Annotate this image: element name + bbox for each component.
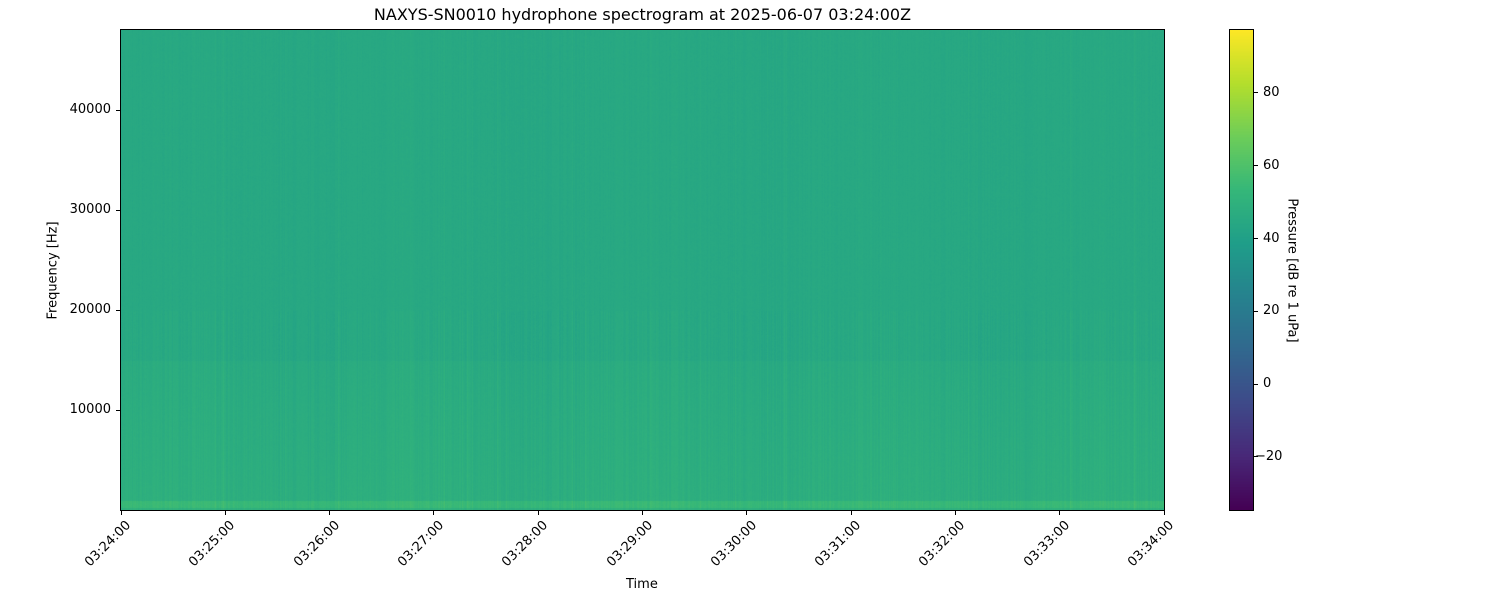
colorbar-tick-label: 40	[1263, 230, 1280, 246]
y-tick-mark	[116, 209, 120, 211]
x-tick-mark	[954, 511, 956, 515]
colorbar-tick-mark	[1254, 92, 1258, 94]
colorbar-tick-mark	[1254, 383, 1258, 385]
x-tick-label: 03:33:00	[1020, 518, 1073, 570]
colorbar-tick-label: 60	[1263, 157, 1280, 173]
x-tick-mark	[642, 511, 643, 515]
x-tick-mark	[433, 511, 435, 515]
y-tick-label: 40000	[69, 102, 111, 117]
colorbar-tick-mark	[1254, 238, 1258, 240]
colorbar-tick-mark	[1254, 310, 1258, 312]
x-axis-label: Time	[626, 577, 658, 592]
x-tick-label: 03:30:00	[707, 518, 760, 570]
y-tick-mark	[116, 109, 120, 111]
colorbar-tick-label: 20	[1263, 303, 1280, 319]
x-tick-mark	[120, 511, 122, 515]
colorbar-frame	[1229, 29, 1254, 511]
y-tick-mark	[116, 309, 120, 311]
chart-title: NAXYS-SN0010 hydrophone spectrogram at 2…	[373, 5, 912, 24]
colorbar-tick-label: −20	[1255, 448, 1283, 464]
spectrogram-image	[121, 30, 1164, 510]
x-tick-label: 03:29:00	[603, 518, 656, 570]
y-axis-label: Frequency [Hz]	[45, 220, 61, 320]
x-tick-label: 03:24:00	[82, 518, 134, 570]
x-tick-label: 03:27:00	[394, 518, 447, 570]
x-tick-label: 03:31:00	[812, 518, 865, 570]
x-tick-mark	[537, 511, 539, 515]
colorbar-tick-mark	[1254, 456, 1258, 458]
y-tick-label: 20000	[69, 302, 111, 317]
x-tick-mark	[1163, 511, 1165, 515]
colorbar-label: Pressure [dB re 1 uPa]	[1284, 197, 1300, 343]
colorbar-tick-label: 0	[1263, 376, 1272, 392]
plot-frame	[120, 29, 1165, 511]
x-tick-mark	[850, 511, 852, 515]
x-tick-label: 03:25:00	[186, 518, 239, 570]
y-tick-mark	[116, 409, 120, 411]
x-tick-mark	[329, 511, 331, 515]
x-tick-mark	[224, 511, 226, 515]
colorbar-tick-label: 80	[1263, 84, 1280, 100]
y-tick-label: 10000	[69, 402, 111, 417]
x-tick-mark	[746, 511, 748, 515]
x-tick-label: 03:28:00	[499, 518, 552, 570]
x-tick-label: 03:34:00	[1125, 518, 1177, 570]
colorbar-tick-mark	[1254, 165, 1258, 167]
x-tick-mark	[1059, 511, 1061, 515]
y-tick-label: 30000	[69, 202, 111, 217]
x-tick-label: 03:32:00	[916, 518, 969, 570]
x-tick-label: 03:26:00	[290, 518, 343, 570]
colorbar	[1230, 30, 1253, 510]
